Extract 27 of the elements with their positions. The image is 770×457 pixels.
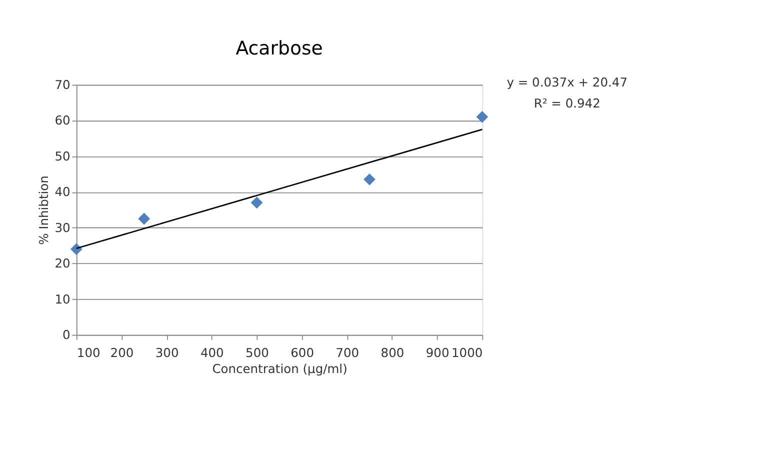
y-tick-label: 10 (54, 292, 70, 306)
point (250, 196, 263, 209)
point (364, 173, 376, 186)
x-tick-label: 700 (336, 346, 360, 360)
point (138, 212, 150, 225)
y-tick-label: 30 (54, 220, 70, 235)
x-tick-label: 100 (76, 346, 100, 360)
x-tick-label: 1000 (451, 346, 483, 360)
text: R² = 0.942 (534, 96, 600, 110)
y-tick-label: 40 (54, 185, 70, 200)
point (476, 110, 488, 123)
x-tick-label: 500 (246, 346, 269, 360)
y-tick-label: 50 (54, 149, 70, 164)
y-axis-title: % Inhibtion (37, 176, 52, 245)
x-tick-label: 400 (200, 346, 224, 360)
x-tick-label: 200 (110, 346, 134, 360)
x-tick-label: 300 (155, 346, 179, 360)
text: y = 0.037x + 20.47 (506, 76, 628, 90)
y-tick-label: 0 (62, 328, 70, 342)
y-tick-label: 20 (54, 256, 70, 271)
chart-title: Acarbose (236, 38, 323, 60)
x-tick-label: 900 (426, 346, 450, 360)
y-tick-label: 70 (54, 78, 70, 92)
x-tick-label: 600 (290, 346, 314, 360)
x-tick-label: 800 (380, 346, 404, 360)
y-tick-label: 60 (54, 114, 70, 128)
x-axis-title: Concentration (µg/ml) (212, 362, 348, 376)
